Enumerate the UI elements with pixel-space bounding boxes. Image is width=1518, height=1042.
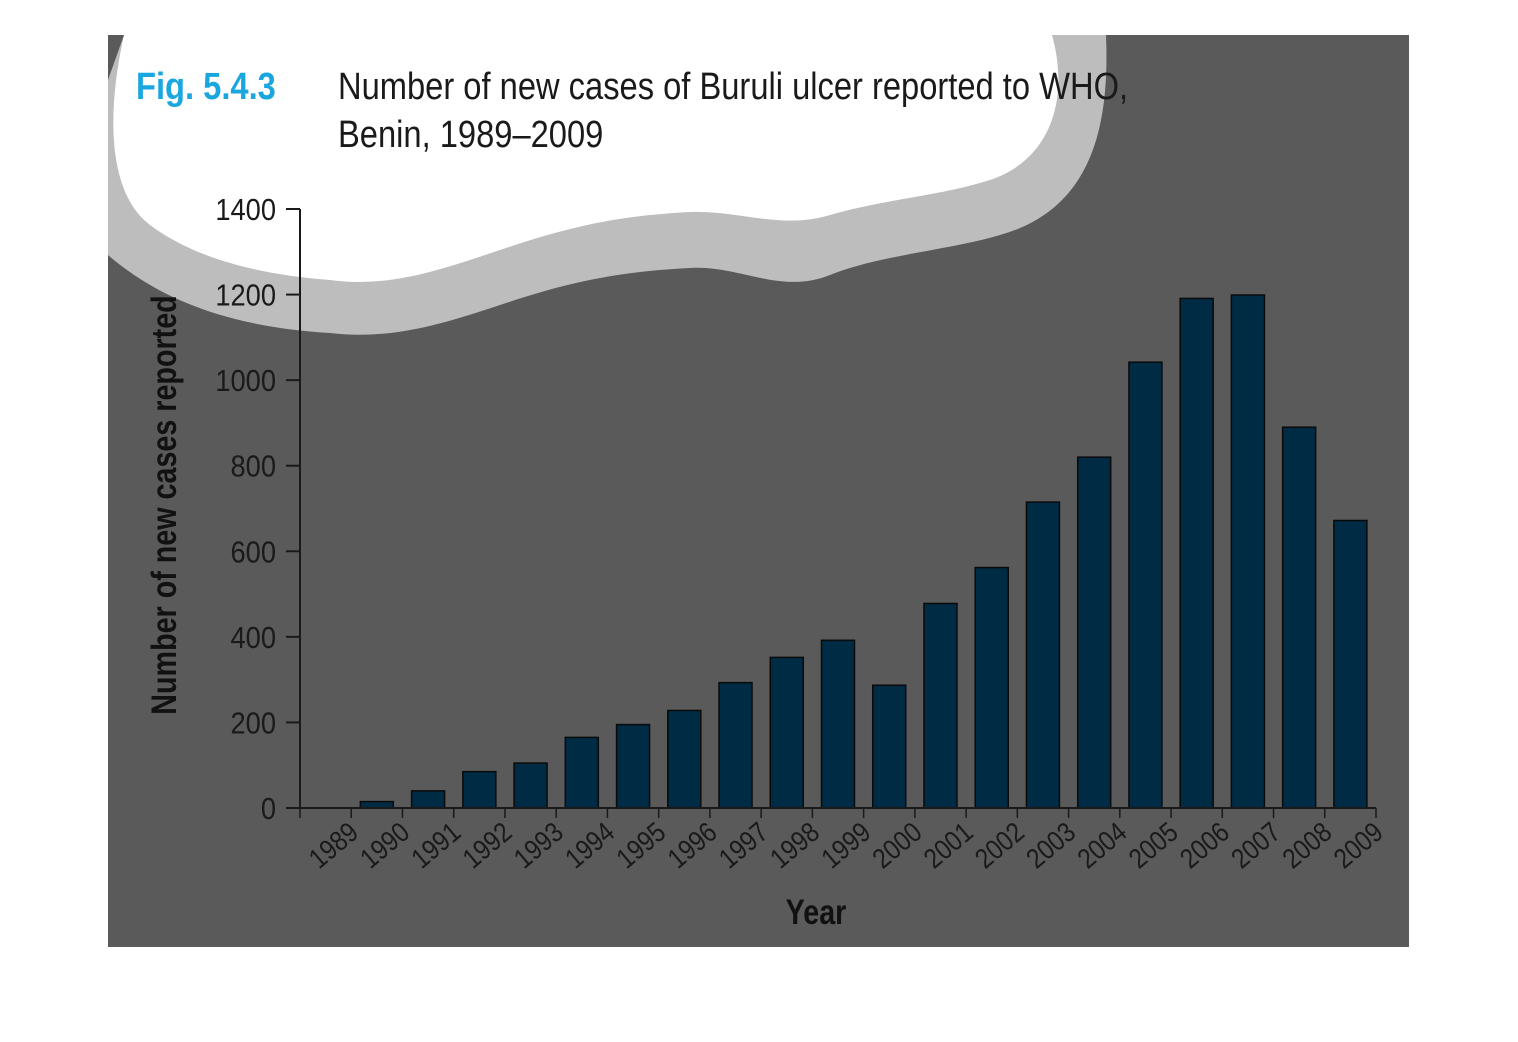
x-tick-label-1998: 1998	[764, 816, 826, 875]
x-tick-label-2006: 2006	[1174, 816, 1236, 875]
bar-2000	[871, 684, 907, 809]
x-tick-label-1992: 1992	[456, 816, 518, 875]
x-tick-label-2002: 2002	[969, 816, 1031, 875]
y-tick-label: 800	[230, 450, 276, 484]
bar-2007	[1230, 294, 1266, 809]
bar-2006	[1179, 297, 1214, 809]
bar-2003	[1025, 501, 1061, 809]
x-tick-label-2007: 2007	[1225, 816, 1287, 875]
y-tick-label: 400	[230, 621, 276, 655]
x-tick-label-1993: 1993	[507, 816, 569, 875]
y-tick-label: 1200	[215, 279, 276, 313]
figure-label: Fig. 5.4.3	[136, 66, 276, 108]
x-tick-label-2009: 2009	[1327, 816, 1389, 875]
y-tick-label: 200	[230, 707, 276, 741]
chart-title-line-1: Number of new cases of Buruli ulcer repo…	[338, 66, 1129, 108]
cloud-shape	[113, 35, 1059, 282]
x-tick-label-2000: 2000	[866, 816, 928, 875]
x-tick-label-1991: 1991	[405, 816, 467, 875]
bar-1997	[718, 681, 753, 809]
bar-2004	[1076, 456, 1112, 809]
bar-1992	[462, 770, 497, 809]
x-tick-label-1989: 1989	[303, 816, 365, 875]
bar-2005	[1128, 361, 1163, 809]
x-tick-label-2003: 2003	[1020, 816, 1082, 875]
x-axis-label: Year	[786, 892, 847, 931]
chart-title-line-2: Benin, 1989–2009	[338, 114, 604, 156]
y-tick-label: 600	[230, 536, 276, 570]
bar-1996	[667, 709, 702, 809]
x-tick-label-2005: 2005	[1122, 816, 1184, 875]
x-tick-label-1994: 1994	[559, 816, 621, 875]
y-tick-label: 1400	[215, 193, 276, 227]
bar-1999	[820, 639, 856, 809]
x-tick-label-2008: 2008	[1276, 816, 1338, 875]
x-tick-label-1996: 1996	[661, 816, 723, 875]
bar-1993	[513, 762, 548, 809]
bar-2009	[1333, 519, 1368, 809]
x-tick-label-1999: 1999	[815, 816, 877, 875]
x-tick-label-1997: 1997	[712, 816, 774, 875]
bar-2001	[923, 602, 958, 809]
y-tick-label: 1000	[215, 365, 276, 399]
bar-1998	[769, 656, 805, 809]
bar-2008	[1281, 426, 1317, 809]
x-tick-label-1995: 1995	[610, 816, 672, 875]
y-axis-label: Number of new cases reported	[144, 295, 183, 714]
bar-1994	[564, 736, 600, 809]
x-tick-label-2001: 2001	[917, 816, 979, 875]
x-tick-label-2004: 2004	[1071, 816, 1133, 875]
bar-1991	[410, 790, 446, 809]
bar-2002	[974, 566, 1009, 809]
x-tick-label-1990: 1990	[354, 816, 416, 875]
bar-1995	[615, 723, 651, 809]
y-tick-label: 0	[261, 792, 276, 826]
